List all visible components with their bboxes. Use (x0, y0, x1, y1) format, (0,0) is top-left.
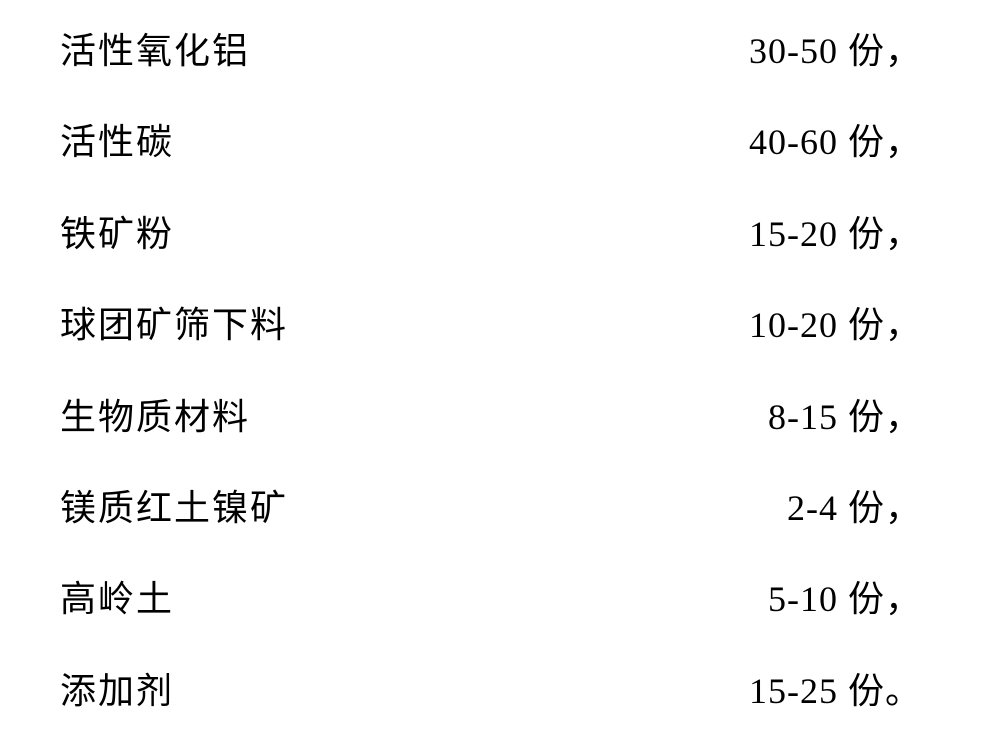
ingredient-label: 生物质材料 (60, 396, 250, 439)
ingredient-label: 添加剂 (60, 670, 174, 713)
ingredient-value: 30-50 份， (749, 30, 922, 73)
ingredients-list: 活性氧化铝 30-50 份， 活性碳 40-60 份， 铁矿粉 15-20 份，… (0, 0, 982, 743)
list-item: 添加剂 15-25 份。 (60, 670, 922, 713)
ingredient-label: 活性碳 (60, 121, 174, 164)
ingredient-label: 铁矿粉 (60, 213, 174, 256)
ingredient-value: 15-25 份。 (749, 670, 922, 713)
list-item: 镁质红土镍矿 2-4 份， (60, 487, 922, 530)
list-item: 铁矿粉 15-20 份， (60, 213, 922, 256)
ingredient-value: 40-60 份， (749, 121, 922, 164)
ingredient-value: 15-20 份， (749, 213, 922, 256)
ingredient-value: 5-10 份， (768, 578, 922, 621)
ingredient-value: 8-15 份， (768, 396, 922, 439)
ingredient-value: 2-4 份， (787, 487, 922, 530)
list-item: 活性氧化铝 30-50 份， (60, 30, 922, 73)
ingredient-label: 高岭土 (60, 578, 174, 621)
ingredient-label: 活性氧化铝 (60, 30, 250, 73)
ingredient-label: 球团矿筛下料 (60, 304, 288, 347)
list-item: 球团矿筛下料 10-20 份， (60, 304, 922, 347)
list-item: 高岭土 5-10 份， (60, 578, 922, 621)
ingredient-value: 10-20 份， (749, 304, 922, 347)
list-item: 活性碳 40-60 份， (60, 121, 922, 164)
ingredient-label: 镁质红土镍矿 (60, 487, 288, 530)
list-item: 生物质材料 8-15 份， (60, 396, 922, 439)
